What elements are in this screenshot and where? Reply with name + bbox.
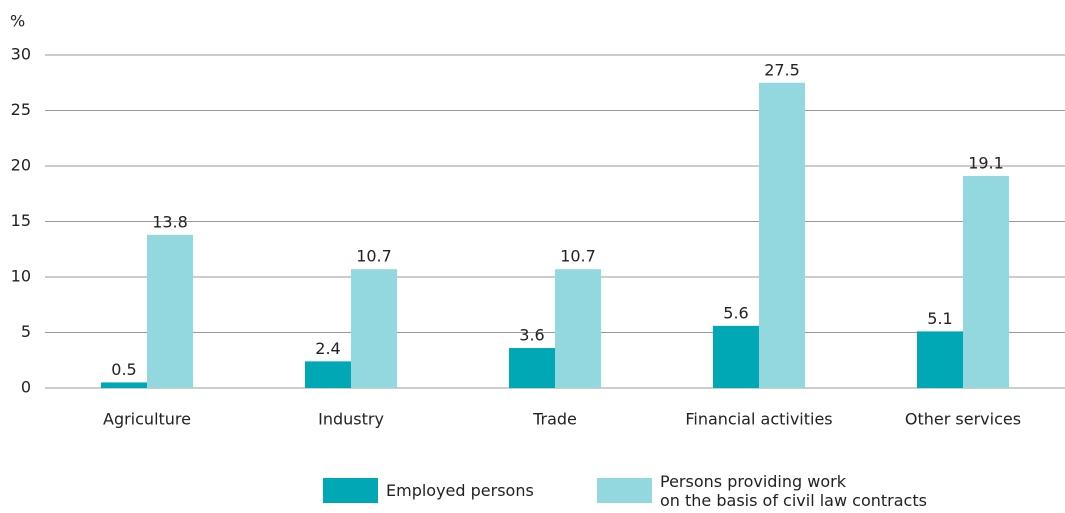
bar bbox=[147, 234, 193, 388]
y-tick-label: 30 bbox=[11, 45, 31, 64]
bar bbox=[713, 325, 759, 388]
bar bbox=[305, 361, 351, 388]
x-tick-label: Other services bbox=[905, 410, 1021, 429]
legend-item: Employed persons bbox=[323, 468, 534, 513]
y-tick-label: 5 bbox=[21, 322, 31, 341]
value-label: 5.6 bbox=[723, 303, 748, 322]
bar bbox=[555, 269, 601, 388]
legend-item: Persons providing work on the basis of c… bbox=[597, 468, 927, 513]
value-label: 3.6 bbox=[519, 326, 544, 345]
y-tick-label: 20 bbox=[11, 156, 31, 175]
bar bbox=[759, 82, 805, 388]
y-tick-label: 15 bbox=[11, 211, 31, 230]
legend-label: Employed persons bbox=[386, 481, 534, 500]
x-tick-label: Financial activities bbox=[685, 410, 832, 429]
value-label: 19.1 bbox=[968, 153, 1004, 172]
bar bbox=[101, 382, 147, 388]
bar bbox=[963, 175, 1009, 388]
legend-swatch bbox=[597, 478, 652, 503]
bar bbox=[509, 348, 555, 388]
value-label: 27.5 bbox=[764, 60, 800, 79]
value-label: 10.7 bbox=[560, 247, 596, 266]
legend: Employed persons Persons providing work o… bbox=[0, 468, 1065, 513]
value-label: 13.8 bbox=[152, 212, 188, 231]
x-tick-label: Industry bbox=[318, 410, 384, 429]
value-label: 0.5 bbox=[111, 360, 136, 379]
value-label: 5.1 bbox=[927, 309, 952, 328]
bar bbox=[351, 269, 397, 388]
y-tick-label: 10 bbox=[11, 267, 31, 286]
y-tick-label: 0 bbox=[21, 378, 31, 397]
legend-label: Persons providing work on the basis of c… bbox=[660, 471, 927, 510]
y-tick-label: 25 bbox=[11, 100, 31, 119]
legend-swatch bbox=[323, 478, 378, 503]
bar bbox=[917, 331, 963, 388]
x-tick-label: Agriculture bbox=[103, 410, 191, 429]
value-label: 2.4 bbox=[315, 339, 340, 358]
y-axis-label: % bbox=[10, 12, 25, 31]
value-label: 10.7 bbox=[356, 247, 392, 266]
x-tick-label: Trade bbox=[532, 410, 577, 429]
